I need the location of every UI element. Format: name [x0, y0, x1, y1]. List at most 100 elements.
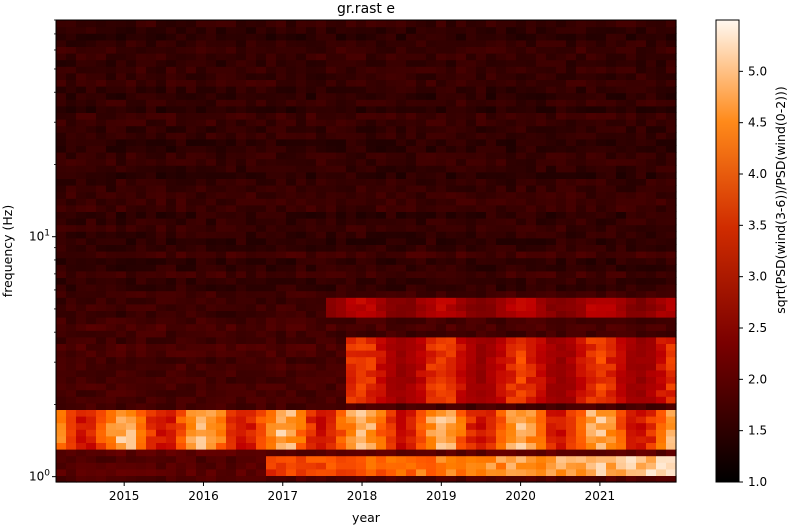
- heatmap-cell: [166, 165, 177, 173]
- heatmap-cell: [626, 317, 637, 325]
- heatmap-cell: [626, 310, 637, 318]
- heatmap-cell: [496, 297, 507, 305]
- heatmap-cell: [136, 277, 147, 285]
- heatmap-cell: [386, 59, 397, 67]
- heatmap-cell: [536, 33, 547, 41]
- heatmap-cell: [266, 231, 277, 239]
- heatmap-cell: [386, 99, 397, 107]
- heatmap-cell: [356, 66, 367, 74]
- heatmap-cell: [196, 138, 207, 146]
- heatmap-cell: [266, 185, 277, 193]
- heatmap-cell: [106, 462, 117, 470]
- heatmap-cell: [606, 270, 617, 278]
- heatmap-cell: [126, 46, 137, 54]
- heatmap-cell: [636, 138, 647, 146]
- heatmap-cell: [626, 46, 637, 54]
- heatmap-cell: [256, 264, 267, 272]
- heatmap-cell: [236, 185, 247, 193]
- heatmap-cell: [266, 270, 277, 278]
- heatmap-cell: [346, 317, 357, 325]
- heatmap-cell: [646, 231, 657, 239]
- heatmap-cell: [536, 178, 547, 186]
- heatmap-cell: [446, 165, 457, 173]
- heatmap-cell: [506, 132, 517, 140]
- heatmap-cell: [356, 191, 367, 199]
- heatmap-cell: [306, 350, 317, 358]
- heatmap-cell: [356, 138, 367, 146]
- heatmap-cell: [566, 396, 577, 404]
- heatmap-cell: [286, 204, 297, 212]
- heatmap-cell: [446, 369, 457, 377]
- heatmap-cell: [426, 363, 437, 371]
- heatmap-cell: [226, 257, 237, 265]
- heatmap-cell: [666, 185, 677, 193]
- heatmap-cell: [436, 112, 447, 120]
- heatmap-cell: [496, 231, 507, 239]
- heatmap-cell: [376, 389, 387, 397]
- heatmap-cell: [416, 198, 427, 206]
- heatmap-cell: [206, 270, 217, 278]
- heatmap-cell: [286, 455, 297, 463]
- heatmap-cell: [406, 468, 417, 476]
- heatmap-cell: [596, 191, 607, 199]
- heatmap-cell: [176, 105, 187, 113]
- heatmap-cell: [616, 204, 627, 212]
- heatmap-cell: [326, 363, 337, 371]
- heatmap-cell: [396, 231, 407, 239]
- heatmap-cell: [366, 396, 377, 404]
- heatmap-cell: [306, 105, 317, 113]
- heatmap-cell: [296, 251, 307, 259]
- heatmap-cell: [626, 165, 637, 173]
- heatmap-cell: [366, 72, 377, 80]
- heatmap-cell: [456, 363, 467, 371]
- heatmap-cell: [416, 119, 427, 127]
- heatmap-cell: [236, 435, 247, 443]
- heatmap-cell: [606, 468, 617, 476]
- heatmap-cell: [576, 158, 587, 166]
- heatmap-cell: [296, 416, 307, 424]
- heatmap-cell: [556, 59, 567, 67]
- heatmap-cell: [566, 270, 577, 278]
- heatmap-cell: [406, 204, 417, 212]
- heatmap-cell: [226, 185, 237, 193]
- heatmap-cell: [236, 237, 247, 245]
- heatmap-cell: [476, 290, 487, 298]
- heatmap-cell: [516, 112, 527, 120]
- heatmap-cell: [626, 198, 637, 206]
- heatmap-cell: [576, 171, 587, 179]
- heatmap-cell: [536, 86, 547, 94]
- heatmap-cell: [126, 251, 137, 259]
- heatmap-cell: [446, 251, 457, 259]
- heatmap-cell: [266, 416, 277, 424]
- heatmap-cell: [566, 317, 577, 325]
- heatmap-cell: [106, 132, 117, 140]
- heatmap-cell: [66, 53, 77, 61]
- heatmap-cell: [256, 204, 267, 212]
- heatmap-cell: [186, 92, 197, 100]
- heatmap-cell: [376, 138, 387, 146]
- heatmap-cell: [376, 132, 387, 140]
- heatmap-cell: [286, 198, 297, 206]
- heatmap-cell: [196, 257, 207, 265]
- heatmap-cell: [476, 270, 487, 278]
- heatmap-cell: [586, 119, 597, 127]
- heatmap-cell: [586, 462, 597, 470]
- heatmap-cell: [266, 191, 277, 199]
- heatmap-cell: [156, 330, 167, 338]
- heatmap-cell: [566, 92, 577, 100]
- heatmap-cell: [316, 330, 327, 338]
- heatmap-cell: [596, 46, 607, 54]
- heatmap-cell: [156, 409, 167, 417]
- heatmap-cell: [296, 455, 307, 463]
- heatmap-cell: [206, 290, 217, 298]
- heatmap-cell: [526, 66, 537, 74]
- heatmap-cell: [76, 171, 87, 179]
- heatmap-cell: [366, 317, 377, 325]
- heatmap-cell: [616, 468, 627, 476]
- heatmap-cell: [306, 218, 317, 226]
- heatmap-cell: [356, 46, 367, 54]
- heatmap-cell: [516, 389, 527, 397]
- heatmap-cell: [456, 198, 467, 206]
- heatmap-cell: [636, 39, 647, 47]
- heatmap-cell: [66, 26, 77, 34]
